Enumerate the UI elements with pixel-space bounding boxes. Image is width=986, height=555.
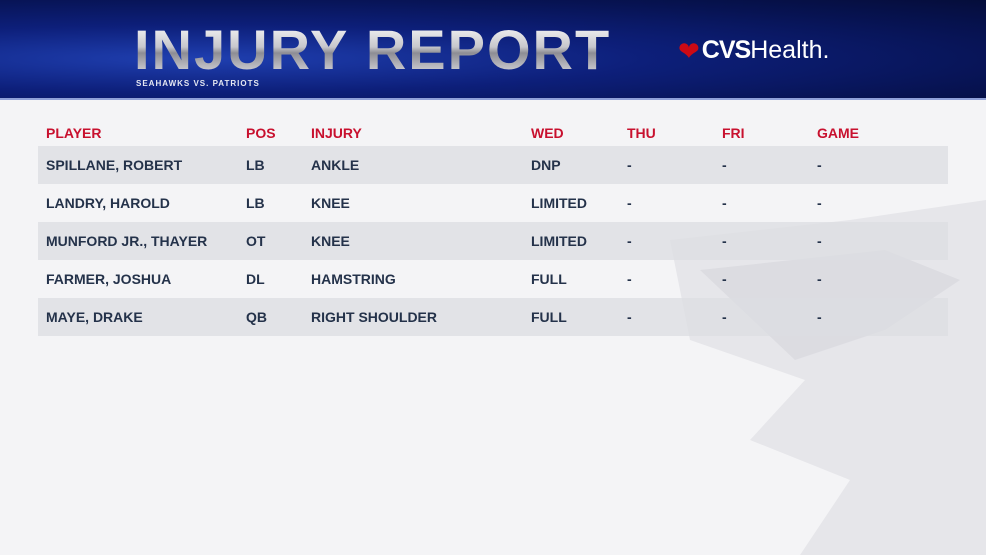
table-row: MAYE, DRAKE QB RIGHT SHOULDER FULL - - - bbox=[38, 298, 948, 336]
cell-game: - bbox=[809, 146, 948, 184]
col-game: GAME bbox=[817, 124, 859, 141]
table-body: SPILLANE, ROBERT LB ANKLE DNP - - - LANDRY, HAR… bbox=[38, 146, 948, 336]
table-header: PLAYER POS INJURY WED THU FRI GAME bbox=[38, 122, 948, 146]
col-pos: POS bbox=[246, 124, 276, 141]
table-row: MUNFORD JR., THAYER OT KNEE LIMITED - - - bbox=[38, 222, 948, 260]
cell-wed: LIMITED bbox=[523, 222, 619, 260]
cell-injury: RIGHT SHOULDER bbox=[303, 298, 523, 336]
cell-pos: OT bbox=[238, 222, 303, 260]
cell-injury: HAMSTRING bbox=[311, 271, 396, 287]
col-wed: WED bbox=[531, 124, 564, 141]
cell-wed: FULL bbox=[531, 271, 567, 287]
heart-icon: ❤ bbox=[678, 35, 700, 66]
cell-player: SPILLANE, ROBERT bbox=[38, 146, 238, 184]
cell-thu: - bbox=[627, 271, 632, 287]
sponsor-name-bold: CVS bbox=[701, 36, 751, 64]
cell-pos: LB bbox=[238, 146, 303, 184]
cell-thu: - bbox=[619, 146, 714, 184]
cell-thu: - bbox=[627, 195, 632, 211]
cell-player: MAYE, DRAKE bbox=[38, 298, 238, 336]
col-player: PLAYER bbox=[46, 124, 102, 141]
cell-injury: ANKLE bbox=[303, 146, 523, 184]
sponsor-name-light: Health bbox=[750, 36, 823, 64]
table-row: SPILLANE, ROBERT LB ANKLE DNP - - - bbox=[38, 146, 948, 184]
cell-fri: - bbox=[714, 298, 809, 336]
col-fri: FRI bbox=[722, 124, 745, 141]
page-title: INJURY REPORT bbox=[134, 18, 612, 81]
table-row: LANDRY, HAROLD LB KNEE LIMITED - - - bbox=[38, 184, 948, 222]
cell-game: - bbox=[817, 271, 822, 287]
cell-player: FARMER, JOSHUA bbox=[46, 271, 172, 287]
cell-wed: FULL bbox=[523, 298, 619, 336]
cell-injury: KNEE bbox=[303, 222, 523, 260]
cell-pos: QB bbox=[238, 298, 303, 336]
cell-pos: LB bbox=[246, 195, 265, 211]
cell-wed: LIMITED bbox=[531, 195, 587, 211]
injury-table: PLAYER POS INJURY WED THU FRI GAME SPILL… bbox=[38, 122, 948, 339]
cell-game: - bbox=[809, 222, 948, 260]
table-row: FARMER, JOSHUA DL HAMSTRING FULL - - - bbox=[38, 260, 948, 298]
cell-game: - bbox=[817, 195, 822, 211]
cell-thu: - bbox=[619, 298, 714, 336]
cell-fri: - bbox=[714, 146, 809, 184]
matchup-subtitle: SEAHAWKS VS. PATRIOTS bbox=[136, 79, 260, 88]
cell-wed: DNP bbox=[523, 146, 619, 184]
sponsor-logo: ❤ CVS Health . bbox=[678, 36, 829, 65]
cell-pos: DL bbox=[246, 271, 265, 287]
col-thu: THU bbox=[627, 124, 656, 141]
cell-thu: - bbox=[619, 222, 714, 260]
cell-fri: - bbox=[714, 222, 809, 260]
cell-player: MUNFORD JR., THAYER bbox=[38, 222, 238, 260]
cell-fri: - bbox=[722, 271, 727, 287]
sponsor-mark: . bbox=[822, 36, 830, 64]
cell-injury: KNEE bbox=[311, 195, 350, 211]
cell-player: LANDRY, HAROLD bbox=[46, 195, 170, 211]
col-injury: INJURY bbox=[311, 124, 362, 141]
header-banner: INJURY REPORT SEAHAWKS VS. PATRIOTS ❤ CV… bbox=[0, 0, 986, 100]
cell-game: - bbox=[809, 298, 948, 336]
cell-fri: - bbox=[722, 195, 727, 211]
